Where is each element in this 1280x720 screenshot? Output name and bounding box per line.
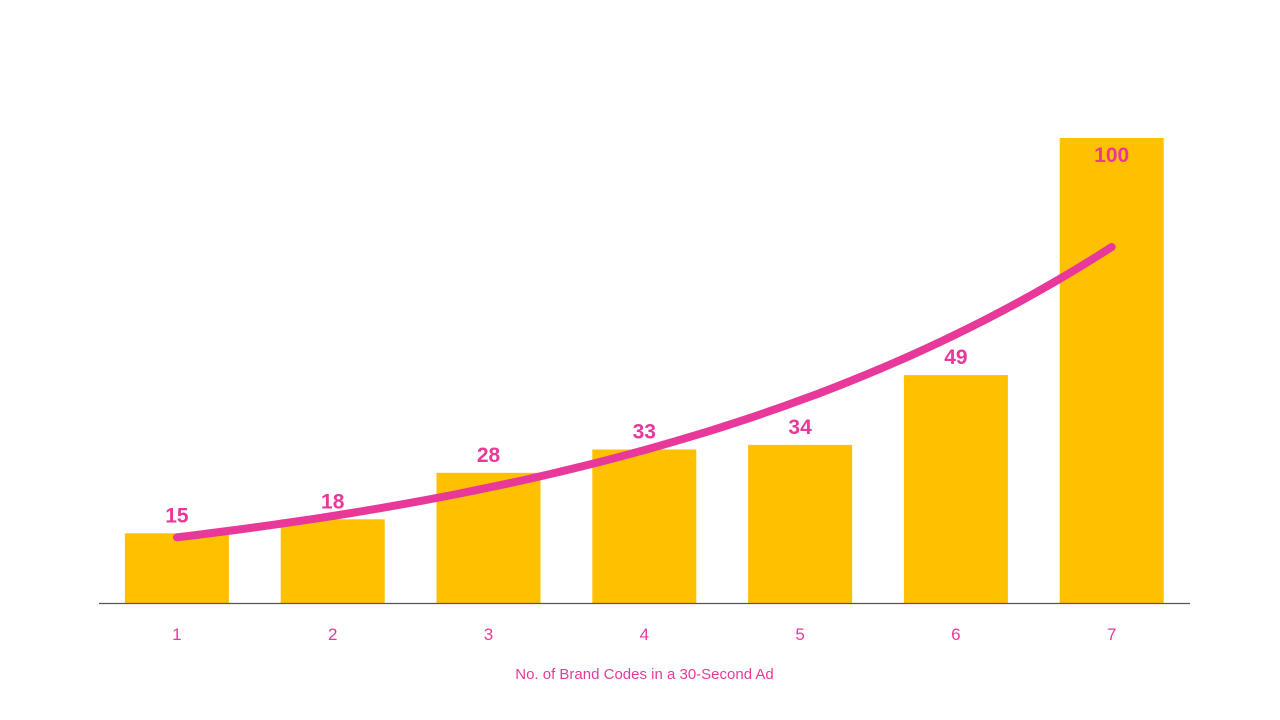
data-label-6: 49: [944, 346, 967, 369]
x-tick-label-6: 6: [951, 625, 960, 644]
x-tick-labels-group: 1 2 3 4 5 6 7: [172, 625, 1116, 644]
bar-4: [592, 449, 697, 603]
x-tick-label-7: 7: [1107, 625, 1116, 644]
bar-1: [124, 533, 229, 604]
x-tick-label-1: 1: [172, 625, 181, 644]
data-label-2: 18: [321, 490, 345, 513]
data-label-5: 34: [788, 416, 812, 439]
data-labels-group: 15 18 28 33 34 49 100: [165, 144, 1129, 527]
data-label-7: 100: [1094, 144, 1129, 167]
x-axis-title: No. of Brand Codes in a 30-Second Ad: [515, 666, 774, 683]
data-label-1: 15: [165, 504, 189, 527]
x-tick-label-5: 5: [795, 625, 804, 644]
trendline: [172, 243, 1116, 542]
x-tick-label-3: 3: [484, 625, 493, 644]
bar-2: [280, 519, 385, 603]
data-label-4: 33: [633, 421, 656, 444]
bars-group: [124, 138, 1164, 604]
data-label-3: 28: [477, 444, 501, 467]
bar-5: [748, 444, 853, 603]
x-tick-label-4: 4: [640, 625, 649, 644]
x-tick-label-2: 2: [328, 625, 337, 644]
bar-6: [903, 375, 1008, 603]
bar-7: [1059, 138, 1164, 603]
